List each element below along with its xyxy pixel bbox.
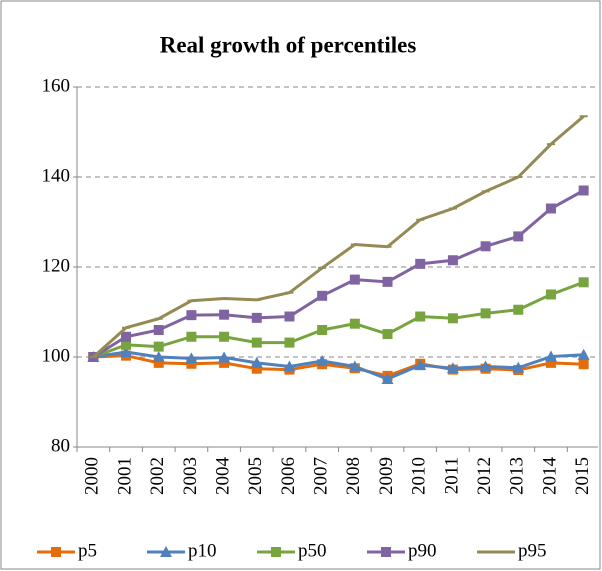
marker [447, 313, 458, 324]
marker [120, 346, 133, 358]
marker [512, 361, 525, 373]
marker [415, 311, 426, 322]
marker [349, 318, 360, 329]
marker [152, 351, 165, 362]
marker [480, 241, 491, 252]
x-tick-label: 2006 [278, 457, 299, 495]
marker [251, 363, 262, 374]
x-tick-label: 2005 [245, 457, 266, 495]
series-line [93, 350, 584, 381]
marker [153, 357, 164, 368]
marker [545, 289, 556, 300]
x-tick-label: 2011 [441, 457, 462, 494]
marker [513, 304, 524, 315]
marker [121, 339, 132, 350]
y-tick-label: 140 [42, 165, 71, 186]
marker [219, 357, 230, 368]
y-tick-label: 160 [42, 75, 71, 96]
marker [577, 348, 590, 360]
x-tick-label: 2015 [572, 457, 593, 495]
series-line [92, 189, 585, 359]
marker [284, 311, 295, 322]
marker [544, 350, 557, 362]
x-tick-label: 2003 [180, 457, 201, 495]
x-tick-label: 2002 [147, 457, 168, 495]
marker [316, 355, 329, 367]
series-line [92, 280, 585, 359]
marker [185, 352, 198, 364]
legend-label: p10 [188, 540, 217, 561]
marker [186, 310, 197, 321]
x-tick-label: 2013 [507, 457, 528, 495]
x-tick-label: 2008 [343, 457, 364, 495]
marker [186, 331, 197, 342]
marker [415, 258, 426, 269]
marker [382, 329, 393, 340]
marker [271, 547, 281, 557]
y-tick-label: 100 [42, 345, 71, 366]
x-tick-label: 2012 [474, 457, 495, 495]
marker [479, 360, 492, 372]
marker [51, 547, 61, 557]
marker [348, 360, 361, 372]
x-tick-label: 2010 [409, 457, 430, 495]
marker [283, 360, 296, 372]
marker [480, 308, 491, 319]
x-tick-label: 2004 [212, 457, 233, 496]
marker [381, 373, 394, 385]
marker [545, 203, 556, 214]
marker [121, 331, 132, 342]
marker [381, 547, 391, 557]
series-line [92, 115, 585, 359]
series-line [93, 354, 584, 378]
y-tick-label: 120 [42, 255, 71, 276]
x-tick-label: 2014 [539, 457, 560, 496]
y-tick-label: 80 [51, 435, 70, 456]
marker [578, 359, 589, 370]
legend-label: p50 [298, 540, 327, 561]
marker [414, 359, 427, 371]
marker [578, 185, 589, 196]
marker [219, 309, 230, 320]
marker [219, 331, 230, 342]
marker [382, 276, 393, 287]
marker [251, 312, 262, 323]
marker [349, 274, 360, 285]
x-tick-label: 2001 [114, 457, 135, 495]
marker [250, 356, 263, 368]
marker [545, 357, 556, 368]
marker [317, 325, 328, 335]
marker [447, 255, 458, 266]
marker [153, 325, 164, 335]
marker [513, 231, 524, 242]
legend-label: p90 [408, 540, 437, 561]
marker [317, 290, 328, 301]
marker [153, 341, 164, 352]
x-tick-label: 2000 [82, 457, 103, 495]
marker [578, 277, 589, 288]
marker [251, 337, 262, 348]
x-tick-label: 2007 [311, 457, 332, 495]
chart-title: Real growth of percentiles [160, 32, 417, 57]
legend-label: p95 [518, 540, 547, 561]
legend-label: p5 [78, 540, 97, 561]
marker [284, 337, 295, 348]
marker [218, 351, 231, 363]
marker [160, 546, 172, 557]
marker [446, 362, 459, 374]
x-tick-label: 2009 [376, 457, 397, 495]
marker [186, 358, 197, 369]
